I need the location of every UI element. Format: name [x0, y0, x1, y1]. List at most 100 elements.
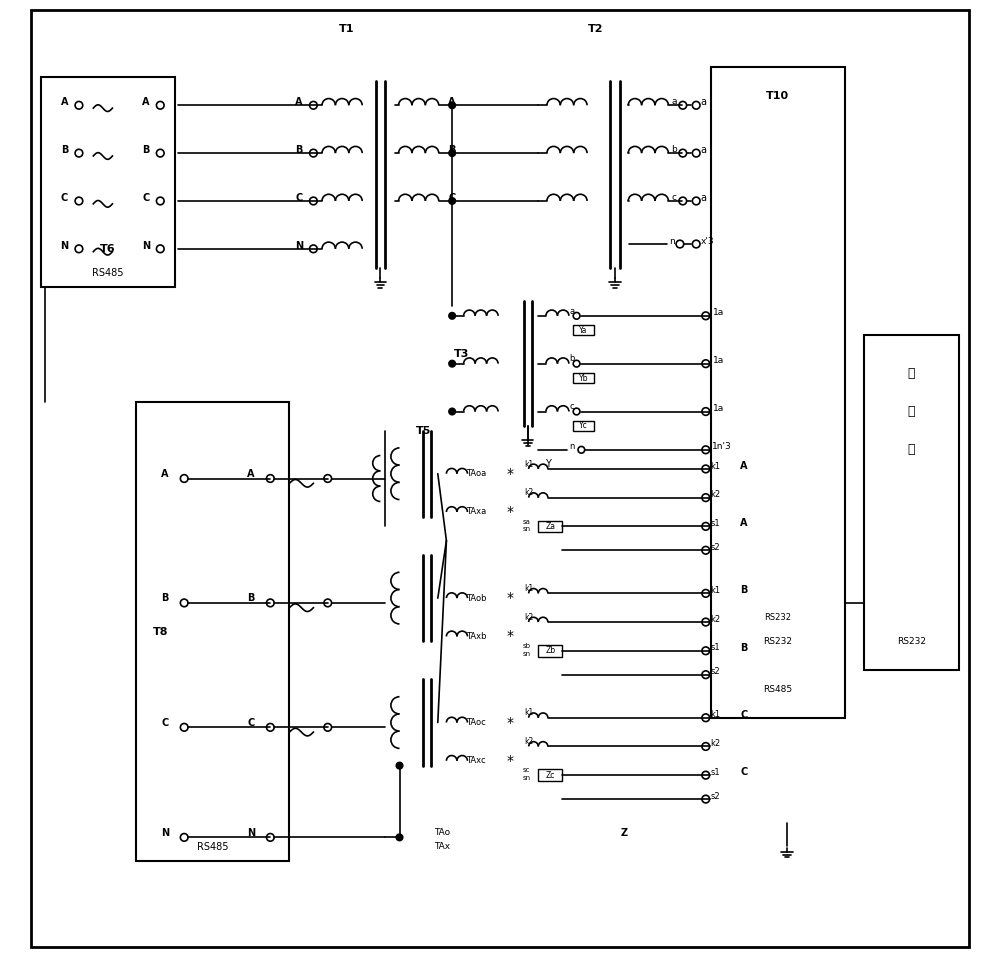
Text: sb: sb: [523, 643, 531, 649]
Text: a: a: [701, 193, 707, 203]
Text: C: C: [161, 718, 169, 727]
Text: B: B: [61, 145, 68, 155]
Text: n: n: [569, 442, 574, 452]
Bar: [573, 373, 594, 383]
Text: k1: k1: [710, 710, 720, 720]
Bar: [538, 521, 562, 532]
Text: 1a: 1a: [713, 404, 724, 413]
Text: RS485: RS485: [763, 684, 792, 694]
Text: TAoc: TAoc: [466, 718, 486, 727]
Text: c: c: [672, 192, 677, 202]
Text: s2: s2: [711, 543, 720, 552]
Text: B: B: [161, 593, 169, 603]
Text: *: *: [506, 467, 513, 480]
Text: k2: k2: [524, 737, 533, 746]
Circle shape: [449, 360, 455, 367]
Text: 控: 控: [908, 367, 915, 380]
Text: 器: 器: [908, 443, 915, 456]
Text: RS232: RS232: [764, 612, 791, 622]
Text: T2: T2: [588, 24, 603, 33]
Circle shape: [449, 197, 455, 205]
Circle shape: [396, 762, 403, 769]
Text: TAx: TAx: [435, 842, 451, 852]
Text: A: A: [448, 98, 456, 107]
Text: T6: T6: [100, 244, 115, 254]
Text: *: *: [506, 630, 513, 643]
Text: T3: T3: [454, 349, 469, 359]
Text: T1: T1: [339, 24, 355, 33]
Text: TAxa: TAxa: [466, 507, 486, 517]
Text: n: n: [669, 236, 675, 246]
Text: Ya: Ya: [579, 325, 587, 335]
Text: B: B: [448, 145, 456, 155]
Text: k2: k2: [710, 614, 720, 624]
Text: s1: s1: [711, 768, 720, 777]
Text: A: A: [295, 98, 303, 107]
Text: C: C: [449, 193, 456, 203]
Text: c: c: [569, 402, 574, 412]
Text: s1: s1: [711, 519, 720, 528]
Text: *: *: [506, 505, 513, 519]
Text: TAoa: TAoa: [466, 469, 486, 478]
Circle shape: [449, 149, 455, 157]
Text: a: a: [569, 306, 574, 316]
Text: Z: Z: [621, 828, 628, 837]
Text: A: A: [247, 469, 255, 478]
Text: RS485: RS485: [197, 842, 229, 852]
Text: k1: k1: [524, 459, 533, 469]
Text: TAo: TAo: [435, 828, 451, 837]
Text: A: A: [740, 461, 748, 471]
Text: k2: k2: [524, 488, 533, 498]
Text: C: C: [740, 768, 748, 777]
Text: x'3: x'3: [701, 236, 714, 246]
Text: s2: s2: [711, 667, 720, 677]
Circle shape: [449, 101, 455, 108]
Text: k2: k2: [524, 612, 533, 622]
Text: sn: sn: [523, 526, 531, 532]
Text: 1a: 1a: [713, 356, 724, 366]
Text: B: B: [247, 593, 255, 603]
Text: k1: k1: [524, 708, 533, 718]
Text: *: *: [506, 754, 513, 768]
Text: N: N: [295, 241, 303, 251]
Text: RS232: RS232: [763, 636, 792, 646]
Text: C: C: [295, 193, 303, 203]
Bar: [538, 645, 562, 657]
Text: *: *: [506, 716, 513, 729]
Text: b: b: [671, 145, 677, 154]
Text: s2: s2: [711, 791, 720, 801]
Bar: [573, 421, 594, 431]
Bar: [538, 769, 562, 781]
Text: Yc: Yc: [579, 421, 588, 431]
Bar: [41, 77, 175, 287]
Text: T10: T10: [766, 91, 789, 100]
Text: sn: sn: [523, 651, 531, 657]
Text: RS485: RS485: [92, 268, 123, 278]
Text: C: C: [740, 710, 748, 720]
Text: 1n'3: 1n'3: [712, 442, 732, 452]
Text: C: C: [61, 193, 68, 203]
Text: a: a: [701, 145, 707, 155]
Text: a: a: [701, 98, 707, 107]
Text: A: A: [161, 469, 169, 478]
Text: B: B: [295, 145, 303, 155]
Text: T8: T8: [153, 627, 168, 636]
Text: k2: k2: [710, 490, 720, 500]
Text: T5: T5: [416, 426, 431, 435]
Text: k1: k1: [710, 461, 720, 471]
Bar: [136, 402, 289, 861]
Text: C: C: [248, 718, 255, 727]
Text: s1: s1: [711, 643, 720, 653]
Text: k1: k1: [524, 584, 533, 593]
Text: N: N: [247, 828, 255, 837]
Text: *: *: [506, 591, 513, 605]
Bar: [711, 67, 845, 718]
Text: Y: Y: [545, 459, 551, 469]
Text: N: N: [142, 241, 150, 251]
Bar: [573, 325, 594, 335]
Text: N: N: [161, 828, 169, 837]
Text: Zc: Zc: [546, 770, 555, 780]
Text: b: b: [569, 354, 574, 364]
Text: 1a: 1a: [713, 308, 724, 318]
Text: B: B: [142, 145, 150, 155]
